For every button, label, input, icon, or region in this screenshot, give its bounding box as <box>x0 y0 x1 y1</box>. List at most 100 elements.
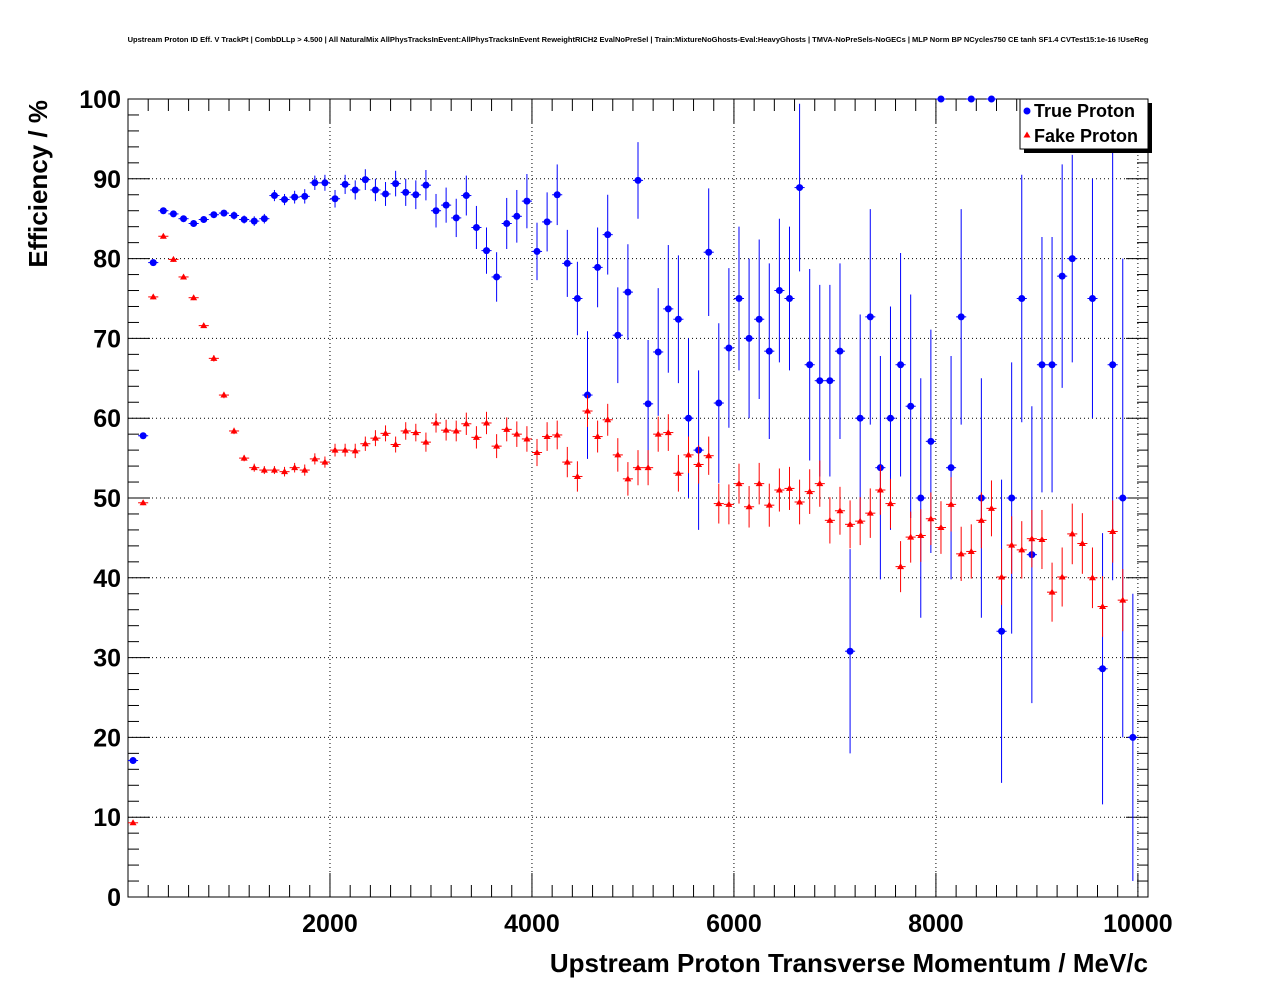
data-point <box>299 189 310 204</box>
data-marker <box>169 255 177 262</box>
data-marker <box>573 295 581 302</box>
data-point <box>360 169 371 190</box>
data-marker <box>755 480 763 487</box>
data-marker <box>1068 530 1076 537</box>
data-point <box>542 192 553 252</box>
series-layer <box>128 95 1138 882</box>
data-marker <box>604 231 612 239</box>
data-marker <box>533 449 541 456</box>
data-point <box>552 164 563 226</box>
data-marker <box>826 516 834 523</box>
data-point <box>329 189 341 208</box>
data-marker <box>614 451 622 458</box>
data-point <box>1047 562 1058 622</box>
data-marker <box>412 191 420 199</box>
data-point <box>269 466 280 475</box>
legend-marker-true-proton <box>1023 107 1031 115</box>
data-marker <box>755 315 763 323</box>
data-marker <box>907 402 915 410</box>
data-point <box>340 443 351 457</box>
data-marker <box>1099 665 1107 673</box>
data-point <box>198 215 209 223</box>
data-point <box>309 453 320 465</box>
data-point <box>158 207 169 215</box>
data-point <box>208 354 219 362</box>
x-axis-title: Upstream Proton Transverse Momentum / Me… <box>550 948 1148 978</box>
data-point <box>1117 569 1128 632</box>
data-point <box>754 462 765 505</box>
data-marker <box>735 295 743 302</box>
data-point <box>764 263 775 439</box>
data-point <box>875 465 886 515</box>
data-marker <box>361 440 369 447</box>
data-point <box>632 142 644 219</box>
y-tick-label: 70 <box>93 325 121 353</box>
data-marker <box>594 263 602 271</box>
data-marker <box>553 431 561 438</box>
data-marker <box>816 377 824 385</box>
data-point <box>703 436 714 475</box>
data-point <box>481 411 492 435</box>
data-point <box>481 227 492 274</box>
data-point <box>794 103 805 272</box>
legend-label-fake-proton: Fake Proton <box>1034 126 1138 146</box>
data-point <box>410 423 421 442</box>
data-point <box>1026 509 1037 568</box>
data-marker <box>644 400 652 408</box>
data-point <box>1036 509 1048 570</box>
data-marker <box>947 464 955 472</box>
data-marker <box>785 484 793 491</box>
data-marker <box>351 447 359 454</box>
data-point <box>148 293 159 300</box>
data-marker <box>129 819 137 826</box>
data-point <box>572 261 583 336</box>
data-marker <box>169 210 177 218</box>
data-point <box>218 391 229 399</box>
x-tick-label: 6000 <box>706 910 762 938</box>
data-marker <box>230 427 238 434</box>
data-point <box>1057 547 1068 607</box>
y-tick-label: 20 <box>93 724 121 752</box>
data-marker <box>806 488 814 495</box>
data-point <box>885 478 896 529</box>
data-marker <box>796 184 804 192</box>
data-point <box>289 462 300 473</box>
data-point <box>905 511 916 563</box>
data-point <box>441 419 452 441</box>
data-marker <box>674 469 682 476</box>
data-point <box>350 443 361 459</box>
data-marker <box>281 196 289 204</box>
data-point <box>905 294 916 518</box>
data-marker <box>967 547 975 554</box>
data-marker <box>149 259 157 267</box>
data-marker <box>937 524 945 531</box>
data-point <box>461 412 472 435</box>
data-point <box>845 500 856 549</box>
data-point <box>128 819 139 826</box>
data-point <box>824 497 835 544</box>
data-point <box>289 190 300 204</box>
data-point <box>1067 154 1078 363</box>
data-marker <box>553 191 561 199</box>
data-point <box>521 426 532 452</box>
data-point <box>986 95 997 103</box>
data-marker <box>664 429 672 436</box>
data-point <box>643 450 654 486</box>
data-marker <box>331 446 339 453</box>
data-marker <box>432 207 440 215</box>
data-point <box>471 205 482 250</box>
data-point <box>279 466 290 477</box>
data-point <box>612 287 623 384</box>
data-marker <box>493 273 501 281</box>
data-point <box>552 420 563 450</box>
data-point <box>410 180 421 210</box>
data-marker <box>594 433 602 440</box>
data-marker <box>937 95 945 103</box>
data-point <box>370 178 381 202</box>
data-marker <box>250 464 258 471</box>
data-point <box>138 499 149 506</box>
data-marker <box>1028 535 1036 542</box>
data-point <box>895 253 906 477</box>
data-marker <box>483 419 491 426</box>
data-point <box>1016 521 1027 579</box>
